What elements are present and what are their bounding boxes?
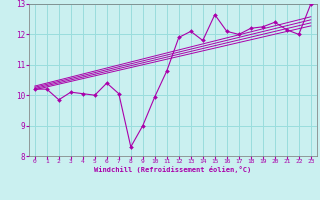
- X-axis label: Windchill (Refroidissement éolien,°C): Windchill (Refroidissement éolien,°C): [94, 166, 252, 173]
